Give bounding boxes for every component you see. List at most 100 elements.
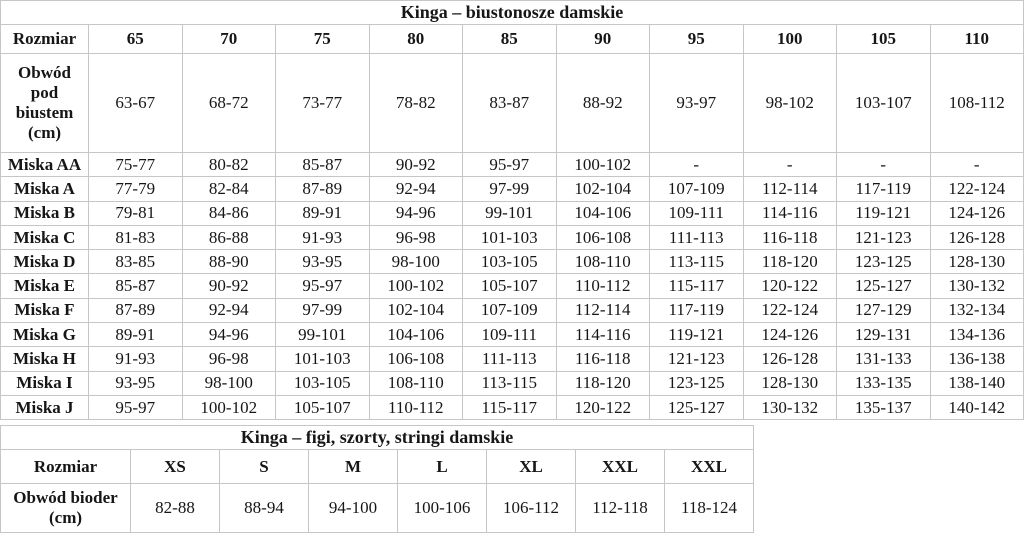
bra-cup-label: Miska J bbox=[0, 394, 89, 421]
bra-cup-value-cell: - bbox=[742, 151, 837, 178]
bra-cup-value-cell: 112-114 bbox=[742, 176, 837, 202]
bra-cup-value-cell: 136-138 bbox=[929, 346, 1024, 372]
bra-cup-value-cell: 123-125 bbox=[649, 370, 744, 396]
bra-cup-value-cell: 123-125 bbox=[836, 249, 931, 275]
panty-hips-value-cell: 106-112 bbox=[486, 483, 576, 534]
bra-cup-value-cell: 124-126 bbox=[929, 200, 1024, 226]
bra-cup-value-cell: 79-81 bbox=[88, 200, 183, 226]
bra-cup-value-cell: 128-130 bbox=[929, 249, 1024, 275]
panty-rozmiar-header: Rozmiar bbox=[0, 449, 131, 485]
bra-cup-value-cell: 99-101 bbox=[462, 200, 557, 226]
bra-cup-value-cell: 85-87 bbox=[275, 151, 370, 178]
bra-cup-value-cell: 94-96 bbox=[368, 200, 463, 226]
bra-cup-row: Miska B 79-81 84-86 89-91 94-96 99-101 104-106… bbox=[0, 200, 1024, 226]
bra-band-size-cell: 110 bbox=[929, 24, 1024, 54]
panty-table-title: Kinga – figi, szorty, stringi damskie bbox=[0, 425, 754, 451]
bra-band-size-cell: 70 bbox=[181, 24, 276, 54]
bra-rozmiar-header: Rozmiar bbox=[0, 24, 89, 54]
bra-cup-value-cell: 130-132 bbox=[929, 273, 1024, 299]
bra-cup-value-cell: 86-88 bbox=[181, 224, 276, 251]
bra-band-size-cell: 85 bbox=[462, 24, 557, 54]
bra-underbust-value-cell: 93-97 bbox=[649, 53, 744, 153]
bra-cup-value-cell: 81-83 bbox=[88, 224, 183, 251]
bra-band-size-cell: 105 bbox=[836, 24, 931, 54]
bra-cup-label: Miska B bbox=[0, 200, 89, 226]
bra-table-title-row: Kinga – biustonosze damskie bbox=[0, 0, 1024, 25]
panty-size-cell: XXL bbox=[664, 449, 754, 485]
bra-cup-row: Miska J 95-97 100-102 105-107 110-112 115-117… bbox=[0, 394, 1024, 421]
bra-cup-value-cell: 113-115 bbox=[462, 370, 557, 396]
bra-cup-label: Miska AA bbox=[0, 151, 89, 178]
bra-cup-row: Miska C 81-83 86-88 91-93 96-98 101-103 106-10… bbox=[0, 224, 1024, 251]
panty-hips-value-cell: 112-118 bbox=[575, 483, 665, 534]
bra-cup-value-cell: 115-117 bbox=[462, 394, 557, 421]
bra-cup-value-cell: 104-106 bbox=[555, 200, 650, 226]
bra-cup-value-cell: 97-99 bbox=[275, 297, 370, 324]
bra-cup-row: Miska H 91-93 96-98 101-103 106-108 111-113 11… bbox=[0, 346, 1024, 372]
panty-hips-label: Obwód bioder (cm) bbox=[0, 483, 131, 534]
bra-cup-row: Miska G 89-91 94-96 99-101 104-106 109-111 114… bbox=[0, 322, 1024, 348]
bra-cup-value-cell: 122-124 bbox=[742, 297, 837, 324]
bra-cup-value-cell: 116-118 bbox=[742, 224, 837, 251]
panty-hips-value-cell: 100-106 bbox=[397, 483, 487, 534]
bra-cup-label: Miska E bbox=[0, 273, 89, 299]
bra-cup-value-cell: 100-102 bbox=[368, 273, 463, 299]
bra-cup-value-cell: 120-122 bbox=[742, 273, 837, 299]
panty-hips-value-cell: 94-100 bbox=[308, 483, 398, 534]
panty-hips-value-cell: 82-88 bbox=[130, 483, 220, 534]
bra-underbust-value-cell: 98-102 bbox=[742, 53, 837, 153]
bra-cup-value-cell: 106-108 bbox=[368, 346, 463, 372]
bra-cup-value-cell: 94-96 bbox=[181, 322, 276, 348]
bra-cup-value-cell: 97-99 bbox=[462, 176, 557, 202]
bra-cup-value-cell: 85-87 bbox=[88, 273, 183, 299]
bra-cup-value-cell: 106-108 bbox=[555, 224, 650, 251]
bra-cup-value-cell: 133-135 bbox=[836, 370, 931, 396]
bra-table-title: Kinga – biustonosze damskie bbox=[0, 0, 1024, 25]
panty-size-cell: XL bbox=[486, 449, 576, 485]
bra-cup-value-cell: 111-113 bbox=[462, 346, 557, 372]
bra-band-size-cell: 75 bbox=[275, 24, 370, 54]
bra-cup-value-cell: 120-122 bbox=[555, 394, 650, 421]
bra-underbust-value-cell: 103-107 bbox=[836, 53, 931, 153]
bra-cup-value-cell: 91-93 bbox=[275, 224, 370, 251]
bra-underbust-value-cell: 63-67 bbox=[88, 53, 183, 153]
bra-cup-value-cell: 87-89 bbox=[275, 176, 370, 202]
bra-cup-value-cell: 82-84 bbox=[181, 176, 276, 202]
bra-cup-value-cell: 88-90 bbox=[181, 249, 276, 275]
bra-cup-value-cell: 114-116 bbox=[555, 322, 650, 348]
bra-cup-value-cell: 99-101 bbox=[275, 322, 370, 348]
bra-cup-value-cell: 138-140 bbox=[929, 370, 1024, 396]
bra-cup-value-cell: 87-89 bbox=[88, 297, 183, 324]
bra-cup-value-cell: 111-113 bbox=[649, 224, 744, 251]
bra-underbust-value-cell: 108-112 bbox=[929, 53, 1024, 153]
bra-cup-value-cell: - bbox=[836, 151, 931, 178]
bra-cup-value-cell: 132-134 bbox=[929, 297, 1024, 324]
bra-cup-value-cell: 92-94 bbox=[181, 297, 276, 324]
bra-cup-value-cell: 140-142 bbox=[929, 394, 1024, 421]
bra-cup-value-cell: 102-104 bbox=[368, 297, 463, 324]
bra-cup-value-cell: 119-121 bbox=[649, 322, 744, 348]
bra-cup-label: Miska H bbox=[0, 346, 89, 372]
bra-cup-value-cell: 130-132 bbox=[742, 394, 837, 421]
bra-cup-value-cell: 107-109 bbox=[462, 297, 557, 324]
bra-cup-value-cell: 93-95 bbox=[275, 249, 370, 275]
bra-cup-value-cell: 125-127 bbox=[836, 273, 931, 299]
bra-cup-value-cell: 103-105 bbox=[275, 370, 370, 396]
bra-cup-value-cell: 83-85 bbox=[88, 249, 183, 275]
bra-cup-value-cell: 108-110 bbox=[555, 249, 650, 275]
bra-cup-value-cell: 77-79 bbox=[88, 176, 183, 202]
bra-cup-value-cell: 116-118 bbox=[555, 346, 650, 372]
panty-hips-value-cell: 118-124 bbox=[664, 483, 754, 534]
bra-cup-value-cell: 118-120 bbox=[742, 249, 837, 275]
bra-cup-value-cell: 92-94 bbox=[368, 176, 463, 202]
bra-cup-label: Miska D bbox=[0, 249, 89, 275]
bra-cup-value-cell: 117-119 bbox=[649, 297, 744, 324]
bra-band-size-cell: 100 bbox=[742, 24, 837, 54]
bra-cup-value-cell: 128-130 bbox=[742, 370, 837, 396]
bra-underbust-value-cell: 83-87 bbox=[462, 53, 557, 153]
panty-hips-row: Obwód bioder (cm) 82-88 88-94 94-100 100-10… bbox=[0, 483, 754, 534]
bra-cup-value-cell: 121-123 bbox=[836, 224, 931, 251]
bra-cup-value-cell: 113-115 bbox=[649, 249, 744, 275]
bra-cup-value-cell: 129-131 bbox=[836, 322, 931, 348]
